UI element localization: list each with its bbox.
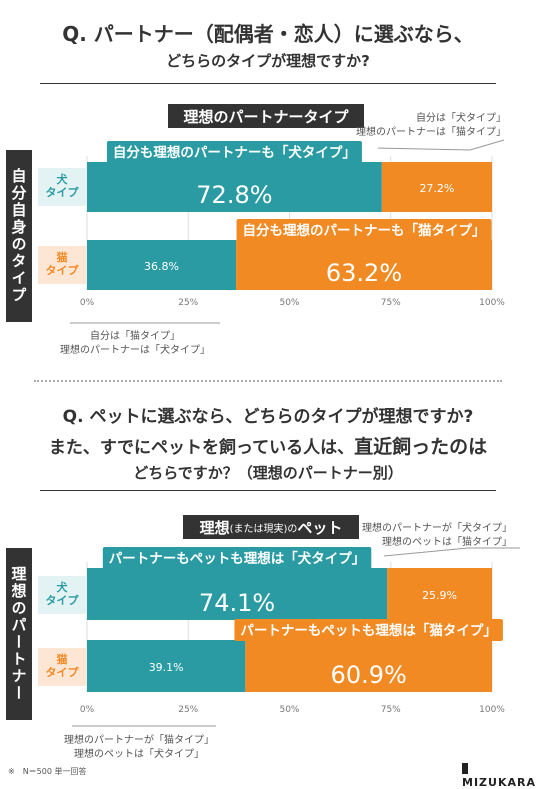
chart2-row-label-dog: 犬 タイプ <box>38 576 86 614</box>
chart1-title-box: 理想のパートナータイプ <box>168 104 364 128</box>
bar-cat <box>381 162 492 212</box>
chart2-note-top-line1: 理想のパートナーが「犬タイプ」 <box>362 523 512 534</box>
question2-line2a: また、すでにペットを飼っている人は、 <box>48 438 355 458</box>
chart1-row-label-cat: 猫 タイプ <box>38 246 86 284</box>
callout-label: 自分も理想のパートナーも「犬タイプ」 <box>113 144 356 161</box>
value-label-small: 39.1% <box>149 661 184 674</box>
bar-cat <box>387 568 492 620</box>
chart1-note-top: 自分は「犬タイプ」 理想のパートナーは「猫タイプ」 <box>356 112 506 139</box>
value-label-big: 72.8% <box>196 181 272 209</box>
chart1-note-bottom: 自分は「猫タイプ」 理想のパートナーは「犬タイプ」 <box>60 330 210 357</box>
bar-dog <box>87 162 382 212</box>
chart1-note-bottom-line1: 自分は「猫タイプ」 <box>90 331 180 342</box>
chart2-title-c: ペット <box>297 518 343 537</box>
callout-box <box>234 619 503 641</box>
row-label-dog-line1: 犬 <box>56 581 68 595</box>
row-label-cat-line2: タイプ <box>45 666 79 679</box>
row-label-cat-line1: 猫 <box>56 653 68 667</box>
row-label-cat-line1: 猫 <box>56 251 68 265</box>
leader-line <box>377 139 505 151</box>
callout-box <box>102 547 372 569</box>
row-label-dog-line2: タイプ <box>45 186 79 199</box>
x-tick-label: 50% <box>279 705 299 715</box>
chart1-side-title-text: 自分自身のタイプ <box>9 168 28 304</box>
value-label-small: 25.9% <box>422 589 457 602</box>
row-label-dog-line1: 犬 <box>56 173 68 187</box>
value-label-small: 27.2% <box>419 182 454 195</box>
chart2-side-title-text: 理想のパートナー <box>9 566 28 702</box>
x-tick-label: 0% <box>80 298 95 308</box>
question2-line1: Q. ペットに選ぶなら、どちらのタイプが理想ですか? <box>62 407 474 427</box>
logo-text: MIZUKARA <box>462 776 536 789</box>
chart2-side-title: 理想のパートナー <box>6 548 32 720</box>
chart2-note-bottom: 理想のパートナーが「猫タイプ」 理想のペットは「犬タイプ」 <box>64 734 214 761</box>
bar-cat <box>236 240 492 290</box>
value-label-big: 63.2% <box>326 259 402 287</box>
chart1-row-label-dog: 犬 タイプ <box>38 168 86 206</box>
chart1-note-bottom-line2: 理想のパートナーは「犬タイプ」 <box>60 344 210 356</box>
footer-note: ※ N＝500 単一回答 <box>8 767 87 776</box>
row-label-cat-line2: タイプ <box>45 264 79 277</box>
chart2-row-label-cat: 猫 タイプ <box>38 648 86 686</box>
question2-line2: また、すでにペットを飼っている人は、直近飼ったのは <box>0 432 536 459</box>
divider <box>40 490 496 491</box>
chart2-title-a: 理想 <box>199 518 230 537</box>
bar-dog <box>87 568 388 620</box>
question2-line2b: 直近飼ったのは <box>354 436 488 458</box>
brand-logo: MIZUKARA <box>462 763 536 789</box>
callout-label: パートナーもペットも理想は「猫タイプ」 <box>240 622 497 639</box>
chart2-note-bottom-line1: 理想のパートナーが「猫タイプ」 <box>64 735 214 746</box>
x-tick-label: 100% <box>479 298 505 308</box>
chart1-note-top-line2: 理想のパートナーは「猫タイプ」 <box>356 126 506 138</box>
x-tick-label: 25% <box>178 298 198 308</box>
chart2-title-b: (または現実)の <box>229 523 298 535</box>
x-tick-label: 0% <box>80 705 95 715</box>
callout-label: 自分も理想のパートナーも「猫タイプ」 <box>243 222 486 239</box>
bar-dog <box>87 240 237 290</box>
chart1-side-title: 自分自身のタイプ <box>6 150 32 322</box>
section-separator <box>34 380 502 382</box>
x-tick-label: 75% <box>381 705 401 715</box>
chart2-note-top: 理想のパートナーが「犬タイプ」 理想のペットは「猫タイプ」 <box>362 522 512 549</box>
chart1-note-top-line1: 自分は「犬タイプ」 <box>416 113 506 124</box>
value-label-big: 74.1% <box>199 589 275 617</box>
value-label-small: 36.8% <box>144 260 179 273</box>
value-label-big: 60.9% <box>331 661 407 689</box>
x-tick-label: 50% <box>279 298 299 308</box>
logo-mark-icon <box>462 763 468 774</box>
callout-box <box>236 219 492 241</box>
question1-line2: どちらのタイプが理想ですか? <box>166 52 370 70</box>
question1-line1: Q. パートナー（配偶者・恋人）に選ぶなら、 <box>62 22 474 46</box>
divider <box>40 83 496 84</box>
x-tick-label: 25% <box>178 705 198 715</box>
bar-dog <box>87 640 246 692</box>
question2-line3: どちらですか？（理想のパートナー別） <box>133 464 403 482</box>
chart2-note-bottom-line2: 理想のペットは「犬タイプ」 <box>74 748 204 760</box>
chart1-title: 理想のパートナータイプ <box>183 107 349 126</box>
chart2-title-box: 理想 (または現実)の ペット <box>183 515 359 539</box>
leader-line <box>383 547 520 557</box>
row-label-dog-line2: タイプ <box>45 594 79 607</box>
callout-label: パートナーもペットも理想は「犬タイプ」 <box>109 550 366 567</box>
x-tick-label: 100% <box>479 705 505 715</box>
callout-box <box>106 141 362 163</box>
x-tick-label: 75% <box>381 298 401 308</box>
bar-cat <box>245 640 492 692</box>
chart2-note-top-line2: 理想のペットは「猫タイプ」 <box>382 536 512 548</box>
